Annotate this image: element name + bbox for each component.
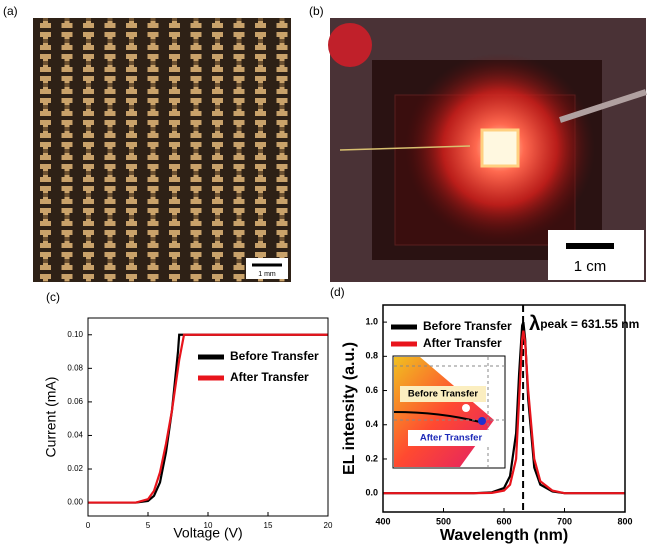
led [480, 128, 520, 168]
inset: Before Transfer After Transfer [392, 355, 506, 469]
scale-bar-box [548, 230, 644, 280]
y-tick-label: 0.2 [365, 453, 378, 463]
series-line [383, 330, 625, 495]
peak-annotation: λpeak = 631.55 nm [529, 313, 639, 335]
x-tick-label: 500 [436, 516, 451, 526]
peak-text: peak = 631.55 nm [540, 317, 639, 331]
x-tick-label: 400 [375, 516, 390, 526]
photo-a [33, 18, 291, 282]
probe-holder [328, 23, 372, 67]
y-tick-label: 0.8 [365, 351, 378, 361]
legend-label: Before Transfer [230, 349, 319, 363]
scale-bar-label: 1 cm [574, 258, 607, 275]
y-tick-label: 0.04 [67, 431, 83, 440]
inset-curve [393, 411, 481, 423]
scale-bar-label: 1 mm [258, 271, 276, 278]
y-tick-label: 0.08 [67, 363, 83, 372]
x-axis-label: Wavelength (nm) [440, 527, 568, 544]
series-line [88, 333, 328, 504]
plot-frame [382, 304, 626, 513]
y-tick-label: 0.6 [365, 385, 378, 395]
x-tick-label: 20 [324, 521, 333, 530]
series-line [383, 321, 625, 495]
y-axis-label: Current (mA) [43, 377, 59, 458]
plot-frame [87, 317, 329, 517]
x-tick-label: 800 [617, 516, 632, 526]
probe [559, 89, 647, 123]
panel-label: (a) [3, 4, 18, 18]
legend-label: After Transfer [423, 336, 502, 350]
x-tick-label: 5 [146, 521, 151, 530]
x-axis-label: Voltage (V) [173, 525, 242, 541]
inset-label: Before Transfer [408, 389, 479, 400]
scale-bar-box [246, 258, 288, 279]
x-tick-label: 15 [264, 521, 273, 530]
inset-point [462, 404, 470, 412]
y-tick-label: 0.4 [365, 419, 378, 429]
probe-wire [339, 145, 471, 151]
inset-label: After Transfer [420, 433, 483, 444]
panel-label: (c) [46, 290, 60, 304]
y-tick-label: 1.0 [365, 316, 378, 326]
y-tick-label: 0.02 [67, 464, 83, 473]
x-tick-label: 10 [204, 521, 213, 530]
panel-label: (b) [309, 4, 324, 18]
y-tick-label: 0.10 [67, 330, 83, 339]
x-tick-label: 600 [496, 516, 511, 526]
legend-label: After Transfer [230, 370, 309, 384]
inset-label-box [408, 430, 494, 446]
y-axis-label: EL intensity (a.u.) [341, 342, 358, 475]
x-tick-label: 700 [557, 516, 572, 526]
peak-symbol: λ [529, 313, 540, 335]
x-tick-label: 0 [86, 521, 91, 530]
y-tick-label: 0.00 [67, 498, 83, 507]
panel-label: (d) [330, 285, 345, 299]
y-tick-label: 0.0 [365, 488, 378, 498]
y-tick-label: 0.06 [67, 397, 83, 406]
legend-label: Before Transfer [423, 319, 512, 333]
inset-point [478, 417, 486, 425]
inset-label-box [400, 386, 486, 402]
